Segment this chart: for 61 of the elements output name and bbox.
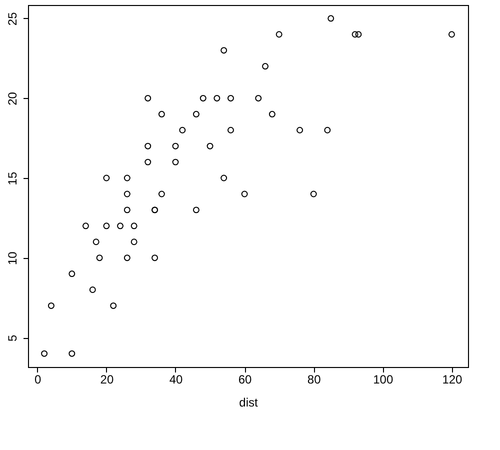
point (144, 142, 152, 150)
y-tick-label: 25 (6, 12, 20, 26)
point (179, 126, 186, 134)
x-axis-title: dist (239, 396, 258, 410)
point (355, 31, 362, 38)
x-tick-label: 20 (100, 372, 114, 386)
x-tick-label: 80 (307, 372, 322, 386)
point (144, 158, 152, 166)
point (241, 190, 248, 198)
point (144, 94, 152, 102)
y-tick-label: 15 (6, 172, 20, 186)
point (200, 94, 206, 102)
point (124, 174, 130, 182)
x-tick-label: 40 (169, 372, 183, 386)
point (48, 302, 54, 309)
point (268, 110, 276, 118)
point (41, 350, 48, 357)
y-tick-label: 20 (6, 92, 20, 106)
point (172, 142, 179, 150)
x-tick-label: 100 (373, 372, 394, 386)
point (158, 110, 165, 118)
point (220, 47, 228, 54)
point (124, 254, 130, 262)
point (328, 15, 334, 22)
point (68, 270, 76, 278)
point (352, 31, 358, 38)
point (172, 158, 179, 166)
point (158, 190, 165, 198)
x-tick-label: 120 (442, 372, 463, 386)
point (228, 94, 234, 102)
point (110, 302, 117, 309)
y-tick-label: 10 (6, 251, 20, 266)
point (103, 174, 110, 182)
point (262, 63, 268, 70)
x-tick-label: 60 (238, 372, 252, 386)
point (228, 126, 234, 134)
point (130, 222, 138, 230)
point (92, 238, 100, 246)
point (296, 126, 304, 134)
point (220, 174, 228, 182)
point (68, 350, 76, 357)
point (214, 94, 220, 102)
point (96, 254, 103, 262)
point (324, 126, 331, 134)
point (448, 31, 455, 38)
point (130, 238, 138, 246)
point (117, 222, 124, 230)
point (310, 190, 317, 198)
y-tick-label: 5 (6, 334, 20, 342)
point (206, 142, 214, 150)
point (103, 222, 110, 230)
point (124, 190, 130, 198)
point (192, 206, 200, 214)
point (276, 31, 282, 38)
point (89, 286, 96, 293)
point (152, 254, 158, 262)
point (255, 94, 262, 102)
point (192, 110, 200, 118)
point (124, 206, 130, 214)
point (82, 222, 89, 230)
x-tick-label: 0 (34, 372, 42, 386)
